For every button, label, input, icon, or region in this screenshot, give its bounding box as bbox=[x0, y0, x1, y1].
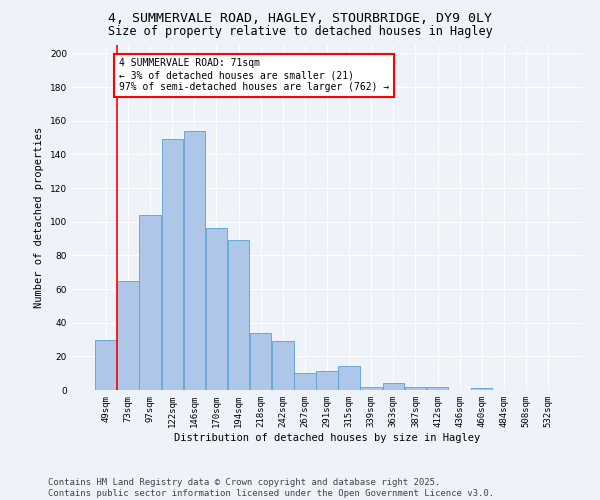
X-axis label: Distribution of detached houses by size in Hagley: Distribution of detached houses by size … bbox=[174, 432, 480, 442]
Bar bbox=[272, 341, 293, 390]
Bar bbox=[338, 366, 360, 390]
Text: Contains HM Land Registry data © Crown copyright and database right 2025.
Contai: Contains HM Land Registry data © Crown c… bbox=[48, 478, 494, 498]
Bar bbox=[184, 131, 205, 390]
Bar bbox=[161, 139, 183, 390]
Bar bbox=[471, 388, 493, 390]
Text: Size of property relative to detached houses in Hagley: Size of property relative to detached ho… bbox=[107, 25, 493, 38]
Bar bbox=[405, 386, 426, 390]
Bar bbox=[139, 215, 161, 390]
Text: 4, SUMMERVALE ROAD, HAGLEY, STOURBRIDGE, DY9 0LY: 4, SUMMERVALE ROAD, HAGLEY, STOURBRIDGE,… bbox=[108, 12, 492, 26]
Bar bbox=[95, 340, 116, 390]
Bar bbox=[383, 384, 404, 390]
Bar bbox=[316, 372, 338, 390]
Bar bbox=[294, 373, 316, 390]
Bar bbox=[361, 386, 382, 390]
Bar bbox=[427, 386, 448, 390]
Bar bbox=[206, 228, 227, 390]
Bar bbox=[117, 280, 139, 390]
Bar bbox=[250, 333, 271, 390]
Text: 4 SUMMERVALE ROAD: 71sqm
← 3% of detached houses are smaller (21)
97% of semi-de: 4 SUMMERVALE ROAD: 71sqm ← 3% of detache… bbox=[119, 58, 389, 92]
Y-axis label: Number of detached properties: Number of detached properties bbox=[34, 127, 44, 308]
Bar bbox=[228, 240, 249, 390]
